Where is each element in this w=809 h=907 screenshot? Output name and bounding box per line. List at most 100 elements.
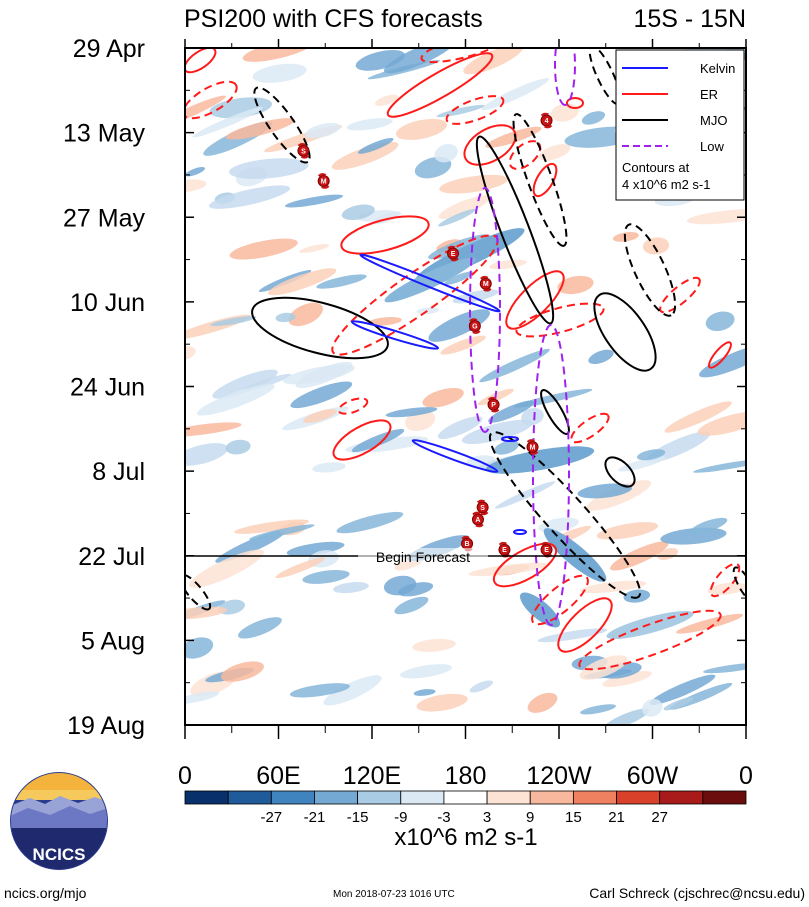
anomaly-patch [485,446,595,474]
anomaly-patch [412,638,456,652]
colorbar-tick-label: -27 [260,809,282,826]
anomaly-patch [189,549,265,588]
anomaly-patch [697,411,746,436]
anomaly-patch [438,208,476,227]
colorbar-tick-label: 3 [483,809,491,826]
colorbar-swatch [227,790,272,805]
kelvin-contour [501,436,519,442]
anomaly-patch [705,311,735,332]
storm-marker-label: M [530,444,536,451]
storm-marker-label: E [789,402,794,409]
anomaly-patch [581,111,606,125]
anomaly-patch [225,439,251,455]
anomaly-patch [185,606,228,620]
legend-label: Kelvin [700,61,735,76]
x-tick-label: 60E [256,762,300,790]
anomaly-patch [229,238,298,260]
anomaly-patch [375,94,399,106]
anomaly-patch [586,480,652,511]
legend-label: Low [700,139,724,154]
mjo-contour [593,292,657,372]
anomaly-patch [395,118,448,140]
er-contour [532,162,558,198]
colorbar-swatch [400,790,445,805]
low-contour [469,187,501,433]
anomaly-patch [185,691,220,704]
storm-marker: E [786,398,797,412]
anomaly-patch [283,364,355,385]
x-tick-label: 120W [526,762,592,790]
anomaly-patch [699,344,746,378]
x-tick-label: 60W [627,762,679,790]
anomaly-patch [346,118,393,131]
storm-marker-label: A [475,517,480,524]
storm-marker: D [759,380,770,394]
anomaly-patch [212,369,278,399]
anomaly-patch [438,195,491,219]
kelvin-contour [411,439,499,473]
anomaly-patch [596,522,659,540]
storm-marker-label: E [451,251,456,258]
mjo-contour [251,296,389,360]
anomaly-patch [355,50,405,71]
anomaly-patch [289,683,350,698]
anomaly-patch [323,675,382,706]
anomaly-patch [249,524,315,540]
storm-marker-label: S [480,505,485,512]
colorbar-tick-label: -9 [394,809,407,826]
anomaly-patch [394,596,429,615]
storm-marker: B [779,289,790,303]
anomaly-patch [384,257,476,303]
legend-entry: Kelvin [622,61,735,76]
er-contour [492,542,558,588]
anomaly-patch [580,704,616,715]
anomaly-patch [267,268,337,296]
region-label: 15S - 15N [633,5,746,33]
anomaly-patch [397,582,434,597]
er-dashed-contour [578,609,722,671]
colorbar-swatch [314,790,359,805]
colorbar-swatch [616,790,661,805]
anomaly-patch [463,48,524,75]
y-tick-label: 29 Apr [73,35,145,63]
colorbar-swatch [572,790,617,805]
colorbar-tick-label: -21 [304,809,326,826]
kelvin-contour [350,320,440,350]
colorbar-tick-label: 21 [608,809,625,826]
colorbar-swatch [529,790,574,805]
anomaly-patch [657,547,679,560]
anomaly-patch [428,309,490,342]
anomaly-patch [385,407,438,418]
er-dashed-contour [445,95,505,125]
anomaly-patch [192,106,263,138]
mjo-dashed-contour [253,86,311,164]
storm-marker-label: D [762,384,767,391]
storm-marker-label: A [784,263,789,270]
anomaly-patch [238,617,282,639]
y-tick-label: 13 May [63,120,145,148]
colorbar-tick-label: -3 [437,809,450,826]
colorbar-swatch [702,790,747,805]
anomaly-patch [642,698,663,717]
colorbar: -27 -21 -15 -9 -3 3 9 15 21 27 [184,790,747,826]
anomaly-patch [440,335,486,355]
er-dashed-contour [420,48,510,64]
x-tick-label: 180 [445,762,487,790]
anomaly-patch [636,449,666,461]
legend-entry: ER [622,87,718,102]
anomaly-patch [703,662,746,674]
anomaly-patch [434,144,458,163]
anomaly-patch [304,122,341,139]
anomaly-patch [642,237,670,255]
colorbar-tick-label: 9 [526,809,534,826]
storm-marker-label: M [483,281,489,288]
anomaly-patch [436,104,485,118]
anomaly-patch [210,316,257,327]
er-dashed-contour [659,276,701,314]
anomaly-patch [527,692,558,713]
storm-marker: M [317,173,330,189]
legend-entry: MJO [622,113,727,128]
er-contour [708,341,732,369]
storm-marker-label: M [321,178,327,185]
anomaly-patch [521,408,544,426]
